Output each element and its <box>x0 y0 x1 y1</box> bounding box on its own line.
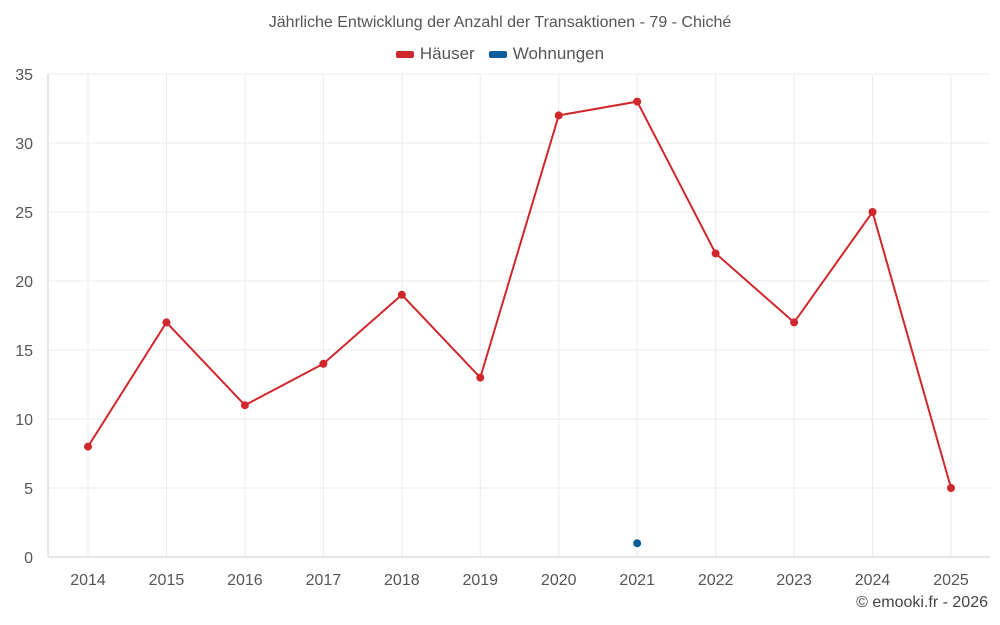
data-point-haeuser <box>868 208 877 216</box>
y-tick-label: 30 <box>15 136 33 153</box>
y-tick-label: 25 <box>15 205 33 222</box>
x-tick-label: 2016 <box>227 572 263 589</box>
legend-swatch-haeuser <box>395 50 414 58</box>
grid-layer <box>48 73 990 557</box>
x-tick-label: 2017 <box>306 572 342 589</box>
axis-layer <box>47 74 990 558</box>
data-point-haeuser <box>476 373 485 382</box>
legend-label-haeuser: Häuser <box>419 44 475 63</box>
data-point-haeuser <box>947 484 955 492</box>
legend-label-wohnungen: Wohnungen <box>512 44 605 63</box>
data-point-haeuser <box>84 442 92 451</box>
data-point-haeuser <box>633 97 642 106</box>
y-tick-label: 35 <box>15 67 33 84</box>
y-tick-label: 0 <box>24 550 33 567</box>
y-tick-label: 5 <box>24 481 33 498</box>
x-tick-label: 2020 <box>541 572 577 589</box>
data-point-haeuser <box>711 249 720 258</box>
data-point-haeuser <box>240 401 249 410</box>
data-point-haeuser <box>397 290 406 299</box>
x-tick-label: 2019 <box>462 572 498 589</box>
x-tick-label: 2015 <box>149 572 185 589</box>
data-point-wohnungen <box>633 539 642 548</box>
legend-item-wohnungen[interactable]: Wohnungen <box>488 44 605 64</box>
series-line-haeuser <box>87 100 952 489</box>
legend-item-haeuser[interactable]: Häuser <box>395 44 475 64</box>
data-point-haeuser <box>319 359 328 368</box>
chart-title: Jährliche Entwicklung der Anzahl der Tra… <box>268 14 732 31</box>
series-layer <box>84 97 955 548</box>
data-point-haeuser <box>162 318 171 327</box>
x-tick-label: 2018 <box>384 572 420 589</box>
y-tick-label: 15 <box>15 343 33 360</box>
x-tick-label: 2025 <box>933 572 969 589</box>
x-tick-label: 2021 <box>619 572 655 589</box>
x-tick-label: 2023 <box>776 572 812 589</box>
y-tick-label: 20 <box>15 274 33 291</box>
legend-swatch-wohnungen <box>488 50 507 58</box>
x-tick-label: 2024 <box>855 572 891 589</box>
credit-text: © emooki.fr - 2026 <box>856 594 988 611</box>
data-point-haeuser <box>554 111 563 120</box>
x-tick-label: 2014 <box>70 572 106 589</box>
y-tick-label: 10 <box>15 412 33 429</box>
data-point-haeuser <box>790 318 799 327</box>
x-tick-label: 2022 <box>698 572 734 589</box>
legend: Häuser Wohnungen <box>0 44 1000 64</box>
